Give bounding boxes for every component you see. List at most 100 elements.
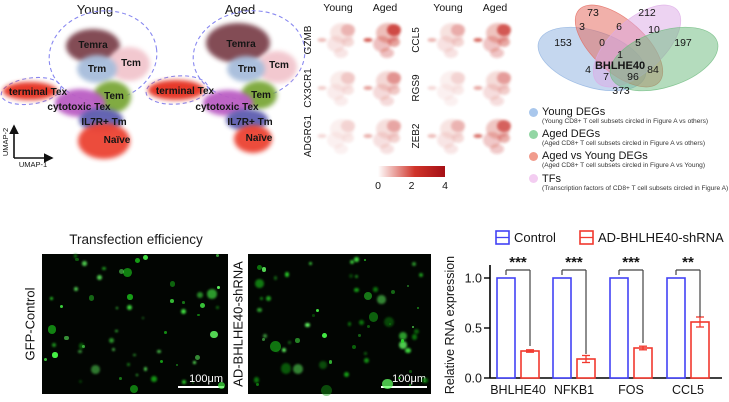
microscopy-image-gfp-control: 100μm (42, 254, 228, 394)
scalebar-label: 100μm (189, 373, 223, 385)
feature-plot-cell (474, 119, 512, 154)
microscopy-image-shrna: 100μm (248, 254, 431, 397)
cluster-label-aged: cytotoxic Tex (195, 102, 259, 113)
fluorescent-cell (82, 345, 86, 348)
fluorescent-cell (309, 262, 312, 265)
fluorescent-cell (418, 272, 424, 278)
fluorescent-cell (49, 296, 54, 301)
cluster-label-aged: terminal Tex (156, 86, 215, 97)
fluorescent-cell (142, 254, 149, 260)
fluorescent-cell (409, 384, 411, 386)
fluorescent-cell (115, 329, 119, 333)
fluorescent-cell (256, 265, 262, 270)
significance-stars: *** (509, 254, 527, 271)
fluorescent-cell (411, 334, 417, 340)
significance-stars: *** (622, 254, 640, 271)
feature-plot-cell (364, 71, 402, 106)
fluorescent-cell (47, 325, 57, 334)
fluorescent-cell (343, 372, 349, 378)
fluorescent-cell (108, 338, 114, 344)
legend-subtitle: (Aged CD8+ T cell subsets circled in Fig… (542, 162, 706, 170)
fluorescent-cell (217, 382, 225, 390)
umap2-axis-label: UMAP-2 (1, 128, 10, 156)
image-label-ad-bhlhe40-shrna: AD-BHLHE40-shRNA (230, 261, 246, 387)
fluorescent-cell (135, 373, 138, 376)
gene-label-CX3CR1: CX3CR1 (303, 68, 314, 108)
legend-label-shrna: AD-BHLHE40-shRNA (598, 230, 724, 245)
fluorescent-cell (354, 257, 359, 262)
cluster-label-aged: Tcm (269, 60, 289, 71)
venn-region-count: 1 (617, 49, 623, 61)
legend-subtitle: (Aged CD8+ T cell subsets circled in Fig… (542, 140, 706, 148)
gene-label-RGS9: RGS9 (411, 74, 422, 102)
rna-expression-bar-chart: Control AD-BHLHE40-shRNA 0.0 0.5 1.0 Relative… (443, 230, 724, 397)
fluorescent-cell (295, 338, 300, 343)
feature-plot-cell (428, 119, 466, 154)
fluorescent-cell (209, 330, 218, 339)
umap-young-title: Young (76, 2, 114, 17)
fluorescent-cell (253, 377, 259, 383)
fluorescent-cell (132, 353, 136, 357)
fluorescent-cell (390, 290, 396, 295)
fluorescent-cell (421, 377, 428, 384)
venn-region-count: 3 (579, 21, 585, 33)
venn-region-count: 96 (627, 71, 639, 83)
fluorescent-cell (373, 287, 378, 293)
gene-label-ADGRG1: ADGRG1 (303, 114, 314, 157)
fluorescent-cell (266, 296, 272, 302)
venn-region-count: 197 (674, 37, 692, 49)
fluorescent-cell (405, 347, 411, 353)
legend-dot-icon (529, 151, 538, 161)
fluorescent-cell (411, 325, 414, 328)
bar-control-BHLHE40 (496, 277, 516, 379)
fluorescent-cell (388, 322, 391, 325)
fluorescent-cell (282, 348, 286, 353)
fluorescent-cell (196, 292, 203, 298)
cluster-aged (206, 23, 270, 63)
fluorescent-cell (406, 284, 410, 288)
venn-region-count: 212 (638, 7, 656, 19)
venn-region-count: 84 (647, 64, 659, 76)
feature-plot-cell (364, 119, 402, 154)
feature-plot-cell (318, 71, 356, 106)
fluorescent-cell (129, 384, 139, 394)
fluorescent-cell (164, 330, 168, 334)
fluorescent-cell (73, 287, 78, 292)
bar-shrna-CCL5 (690, 321, 710, 379)
fluorescent-cell (116, 307, 119, 310)
feature-col-header: Aged (483, 2, 508, 14)
fluorescent-cell (384, 317, 395, 328)
cluster-label-young: Temra (78, 40, 108, 51)
fluorescent-cell (364, 357, 370, 364)
legend-title: Aged DEGs (542, 128, 601, 141)
fluorescent-cell (293, 363, 304, 374)
fluorescent-cell (399, 341, 407, 349)
legend-title: Young DEGs (542, 106, 606, 118)
venn-region-count: 73 (587, 7, 599, 19)
y-axis-title: Relative RNA expression (443, 256, 457, 394)
fluorescent-cell (170, 299, 175, 303)
legend-label-control: Control (514, 230, 556, 245)
fluorescent-cell (52, 343, 57, 348)
fluorescent-cell (259, 296, 264, 301)
venn-legend-item: Young DEGs (Young CD8+ T cell subsets cir… (529, 106, 729, 126)
legend-dot-icon (529, 174, 538, 184)
cluster-aged (257, 51, 297, 83)
venn-legend: Young DEGs (Young CD8+ T cell subsets cir… (529, 106, 729, 195)
legend-subtitle: (Transcription factors of CD8+ T cell su… (542, 184, 729, 192)
cluster-young (108, 47, 150, 81)
fluorescent-cell (118, 377, 122, 381)
fluorescent-cell (215, 305, 220, 310)
fluorescent-cell (64, 336, 69, 341)
cluster-label-young: cytotoxic Tex (47, 102, 111, 113)
fluorescent-cell (75, 257, 79, 261)
fluorescent-cell (182, 379, 187, 384)
feature-plot-cell (318, 23, 356, 58)
colorbar-tick: 4 (442, 180, 448, 192)
cluster-label-young: Tem (104, 91, 124, 102)
legend-title: TFs (542, 172, 561, 185)
legend-subtitle: (Young CD8+ T cell subsets circled in Fi… (542, 118, 709, 125)
cluster-aged (234, 125, 272, 153)
fluorescent-cell (262, 333, 268, 339)
